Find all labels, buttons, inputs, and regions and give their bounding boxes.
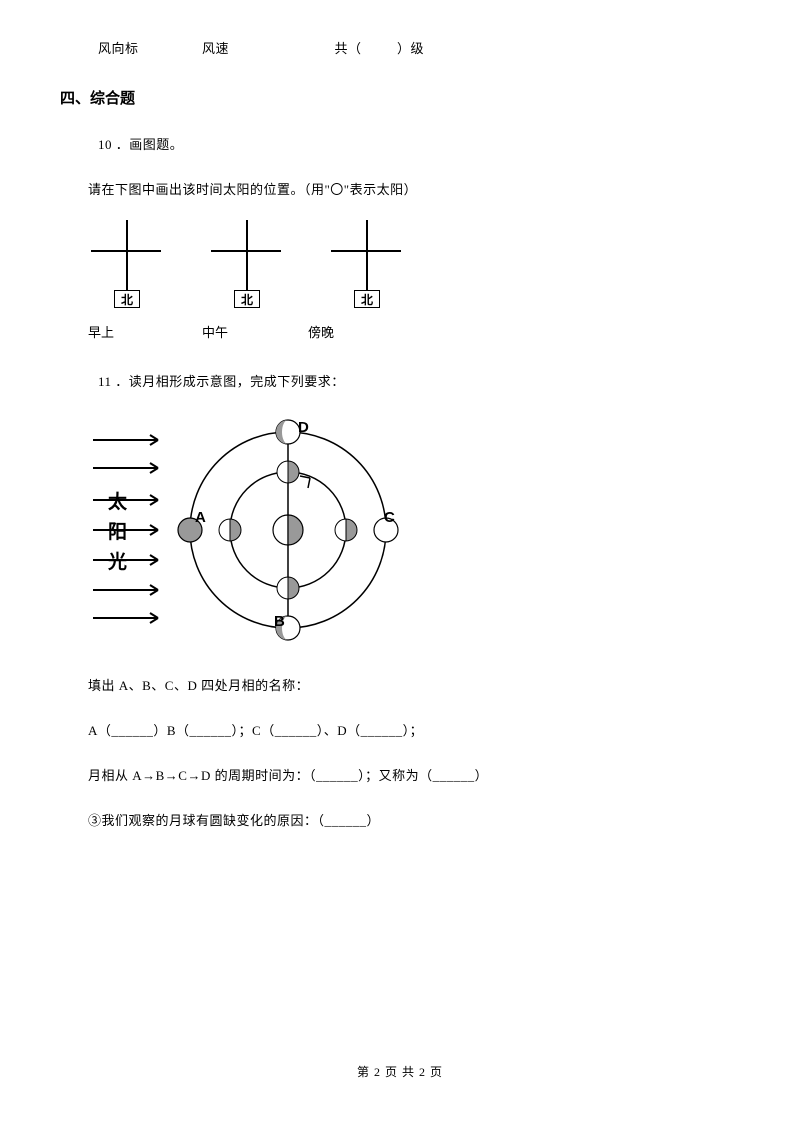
q10-number: 10 ．画图题。	[98, 134, 702, 153]
sun-char-2: 阳	[108, 521, 127, 543]
time-noon: 中午	[202, 322, 228, 341]
q11-fill-label: 填出 A、B、C、D 四处月相的名称：	[88, 675, 702, 694]
level-suffix: ）级	[397, 38, 424, 57]
q11-answer-3: ③我们观察的月球有圆缺变化的原因：（______）	[88, 810, 702, 829]
page-footer: 第 2 页 共 2 页	[0, 1063, 800, 1080]
sun-char-1: 太	[108, 490, 128, 513]
compass-noon: 北	[206, 220, 286, 310]
compass-north-label: 北	[354, 290, 380, 308]
time-morning: 早上	[88, 322, 114, 341]
section-4-heading: 四、综合题	[60, 87, 702, 108]
level-prefix: 共（	[335, 38, 362, 57]
compass-north-label: 北	[114, 290, 140, 308]
compass-north-label: 北	[234, 290, 260, 308]
compass-row: 北 北 北	[86, 220, 702, 310]
pos-c-label: C	[384, 509, 395, 526]
sun-char-3: 光	[107, 550, 127, 573]
time-evening: 傍晚	[308, 322, 334, 341]
moon-phase-diagram: 太 阳 光	[88, 412, 702, 649]
q11-answer-2: 月相从 A→B→C→D 的周期时间为：（______）；又称为（______）	[88, 765, 702, 784]
q10-instruction: 请在下图中画出该时间太阳的位置。（用"〇"表示太阳）	[88, 179, 702, 198]
wind-speed-label: 风速	[202, 38, 229, 57]
compass-morning: 北	[86, 220, 166, 310]
wind-vane-label: 风向标	[98, 38, 139, 57]
pos-d-label: D	[298, 419, 309, 436]
pos-a-label: A	[195, 509, 206, 526]
q11-number: 11 ．读月相形成示意图，完成下列要求：	[98, 371, 702, 390]
compass-evening: 北	[326, 220, 406, 310]
pos-b-label: B	[274, 613, 285, 630]
q11-answer-1: A（______）B（______）；C（______）、D（______）；	[88, 720, 702, 739]
